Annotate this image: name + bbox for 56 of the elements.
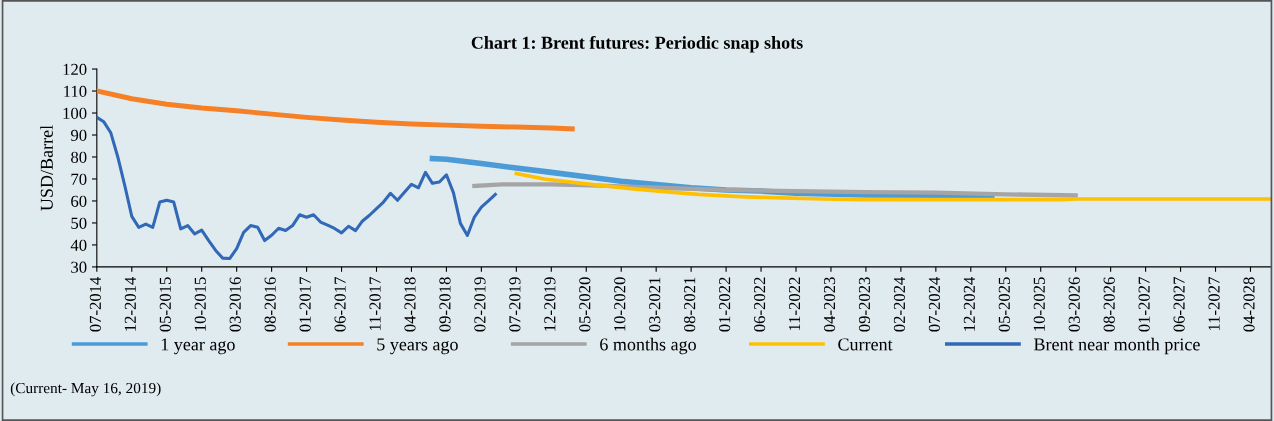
x-tick-label: 04-2028 <box>1243 277 1255 332</box>
x-tick-label: 05-2015 <box>159 277 171 332</box>
legend-label: 6 months ago <box>600 337 696 355</box>
x-tick-label: 08-2016 <box>264 277 276 332</box>
y-tick-label: 80 <box>71 151 87 163</box>
x-tick-label: 01-2027 <box>1138 277 1150 332</box>
line-series <box>96 88 575 132</box>
y-axis-title: USD/Barrel <box>40 125 53 211</box>
x-tick-label: 11-2017 <box>369 277 381 331</box>
y-tick-label: 40 <box>70 239 87 251</box>
y-tick-label: 60 <box>71 195 87 207</box>
x-tick-label: 10-2015 <box>194 277 206 331</box>
legend-label: Current <box>838 338 893 351</box>
line-series <box>472 182 1078 198</box>
x-tick-label: 02-2024 <box>893 276 906 332</box>
y-tick-label: 120 <box>63 63 87 75</box>
x-tick-label: 03-2016 <box>229 277 241 332</box>
x-tick-label: 01-2017 <box>299 277 311 332</box>
line-series <box>514 171 1272 202</box>
text: (Current- May 16, 2019) <box>10 382 161 397</box>
x-tick-label: 07-2019 <box>509 277 521 332</box>
x-tick-label: 10-2020 <box>614 277 626 331</box>
y-tick-label: 50 <box>71 217 87 229</box>
x-tick-label: 03-2026 <box>1068 277 1080 332</box>
x-tick-label: 04-2023 <box>823 277 836 332</box>
legend-label: 5 years ago <box>377 338 458 355</box>
x-tick-label: 03-2021 <box>649 277 661 332</box>
x-tick-label: 09-2018 <box>439 277 451 332</box>
x-tick-label: 08-2026 <box>1103 277 1115 332</box>
x-tick-label: 02-2019 <box>474 277 486 332</box>
x-tick-label: 07-2024 <box>928 276 941 332</box>
y-tick-label: 110 <box>64 85 87 97</box>
x-tick-label: 05-2025 <box>998 277 1010 332</box>
x-tick-label: 11-2027 <box>1208 277 1220 331</box>
y-tick-label: 30 <box>71 261 87 273</box>
y-tick-label: 90 <box>70 129 87 141</box>
chart-title: Chart 1: Brent futures: Periodic snap shots <box>471 35 803 53</box>
y-tick-label: 70 <box>71 173 87 185</box>
x-tick-label: 09-2023 <box>858 277 871 332</box>
x-tick-label: 12-2024 <box>963 276 975 331</box>
x-tick-label: 06-2022 <box>753 277 766 332</box>
x-tick-label: 08-2021 <box>684 277 696 332</box>
line-series <box>96 115 497 261</box>
x-tick-label: 12-2019 <box>544 277 556 331</box>
legend-label: 1 year ago <box>161 338 235 355</box>
x-tick-label: 11-2022 <box>788 277 801 331</box>
x-tick-label: 04-2018 <box>404 277 416 332</box>
x-tick-label: 07-2014 <box>89 276 101 332</box>
y-tick-label: 100 <box>63 107 87 119</box>
x-tick-label: 10-2025 <box>1033 277 1045 331</box>
x-tick-label: 12-2014 <box>124 276 136 331</box>
x-tick-label: 06-2027 <box>1173 277 1185 332</box>
x-tick-label: 06-2017 <box>334 277 346 332</box>
x-tick-label: 01-2022 <box>719 277 731 332</box>
legend-label: Brent near month price <box>1033 337 1200 355</box>
x-tick-label: 05-2020 <box>579 277 591 332</box>
